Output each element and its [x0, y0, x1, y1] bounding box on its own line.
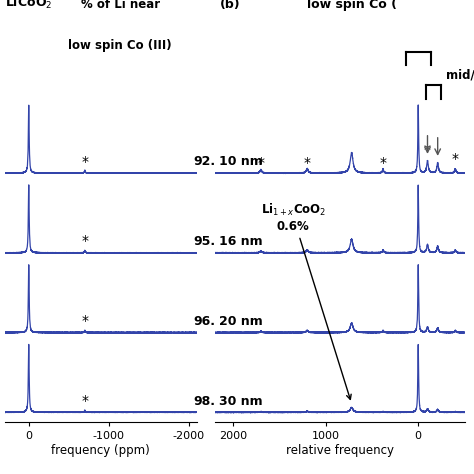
- Text: *: *: [452, 152, 459, 166]
- Text: *: *: [82, 314, 88, 328]
- X-axis label: relative frequency: relative frequency: [285, 444, 393, 456]
- Text: 92.9: 92.9: [193, 155, 224, 168]
- Text: 30 nm: 30 nm: [219, 394, 263, 408]
- Text: 16 nm: 16 nm: [219, 235, 263, 248]
- Text: mid/h: mid/h: [447, 69, 474, 82]
- Text: low spin Co (III): low spin Co (III): [68, 39, 172, 52]
- Text: 10 nm: 10 nm: [219, 155, 263, 168]
- X-axis label: frequency (ppm): frequency (ppm): [52, 444, 150, 456]
- Text: *: *: [82, 155, 88, 169]
- Text: Li$_{1+x}$CoO$_2$
0.6%: Li$_{1+x}$CoO$_2$ 0.6%: [261, 202, 351, 400]
- Text: *: *: [82, 394, 88, 408]
- Text: % of Li near: % of Li near: [81, 0, 160, 11]
- Text: *: *: [257, 156, 264, 170]
- Text: (b): (b): [219, 0, 240, 11]
- Text: low spin Co (: low spin Co (: [307, 0, 397, 11]
- Text: *: *: [424, 144, 431, 157]
- Text: LiCoO$_2$: LiCoO$_2$: [5, 0, 52, 11]
- Text: *: *: [304, 156, 310, 170]
- Text: 96.4: 96.4: [193, 315, 224, 328]
- Text: 98.1: 98.1: [193, 394, 224, 408]
- Text: 95.4: 95.4: [193, 235, 224, 248]
- Text: 20 nm: 20 nm: [219, 315, 263, 328]
- Text: *: *: [82, 235, 88, 248]
- Text: *: *: [380, 156, 387, 170]
